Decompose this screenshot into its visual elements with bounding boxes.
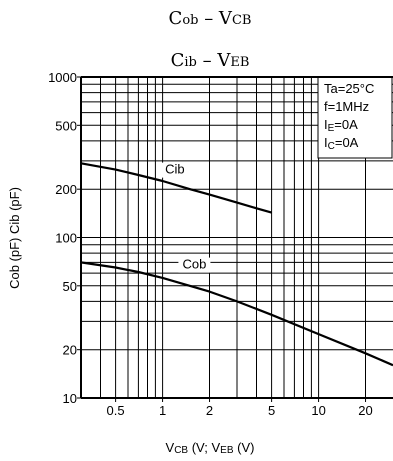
x-tick-label: 2 — [206, 403, 213, 418]
y-tick-label: 50 — [63, 279, 77, 294]
series-label-cob: Cob — [182, 257, 206, 272]
y-tick-label: 500 — [55, 118, 77, 133]
x-label-part: V — [208, 440, 221, 455]
title-part: – V — [198, 8, 232, 29]
chart-title-line: Cob – VCB — [169, 8, 252, 29]
title-part: – V — [197, 50, 231, 71]
condition-line: f=1MHz — [324, 99, 369, 114]
conditions-box-frame — [317, 76, 393, 159]
condition-part: I — [324, 117, 328, 132]
series-label-bg — [178, 257, 211, 273]
x-label-part: CB — [174, 445, 188, 456]
x-axis-label: VCB (V; VEB (V) — [166, 440, 255, 456]
condition-line: Ta=25°C — [324, 81, 374, 96]
condition-line: IE=0A — [324, 117, 358, 134]
chart-series: Cib Cob — [80, 162, 393, 367]
y-tick-label: 100 — [55, 231, 77, 246]
y-axis-label: Cob (pF) Cib (pF) — [7, 187, 22, 289]
condition-part: f=1MHz — [324, 99, 369, 114]
x-label-part: (V) — [234, 440, 255, 455]
x-tick-label: 1 — [159, 403, 166, 418]
title-part: C — [169, 8, 183, 29]
chart-title-line: Cib – VEB — [171, 50, 250, 71]
condition-part: I — [324, 135, 328, 150]
series-line-cib — [80, 162, 272, 214]
x-tick-label: 10 — [311, 403, 325, 418]
condition-part: E — [328, 123, 335, 134]
condition-part: C — [328, 141, 335, 152]
y-tick-label: 20 — [63, 343, 77, 358]
title-part: CB — [232, 13, 252, 28]
x-tick-label: 20 — [358, 403, 372, 418]
x-label-part: EB — [220, 445, 234, 456]
title-part: ib — [184, 55, 196, 70]
x-label-part: V — [166, 440, 175, 455]
series-line-cob — [80, 261, 393, 367]
y-tick-label: 10 — [63, 391, 77, 406]
condition-part: Ta=25°C — [324, 81, 374, 96]
x-label-part: (V — [188, 440, 205, 455]
x-tick-label: 5 — [268, 403, 275, 418]
series-label-bg — [158, 162, 191, 178]
chart-axes: 0.5 1 2 5 10 20 10 20 50 100 200 500 1000 — [48, 70, 393, 418]
title-part: EB — [230, 55, 249, 70]
condition-part: =0A — [334, 117, 358, 132]
y-tick-label: 200 — [55, 182, 77, 197]
y-tick-label: 1000 — [48, 70, 77, 85]
condition-line: IC=0A — [324, 135, 359, 152]
x-label-part: ; — [204, 440, 208, 455]
title-part: C — [171, 50, 185, 71]
x-tick-label: 0.5 — [107, 403, 125, 418]
condition-part: =0A — [335, 135, 359, 150]
title-part: ob — [182, 13, 198, 28]
series-label-cib: Cib — [165, 162, 185, 177]
